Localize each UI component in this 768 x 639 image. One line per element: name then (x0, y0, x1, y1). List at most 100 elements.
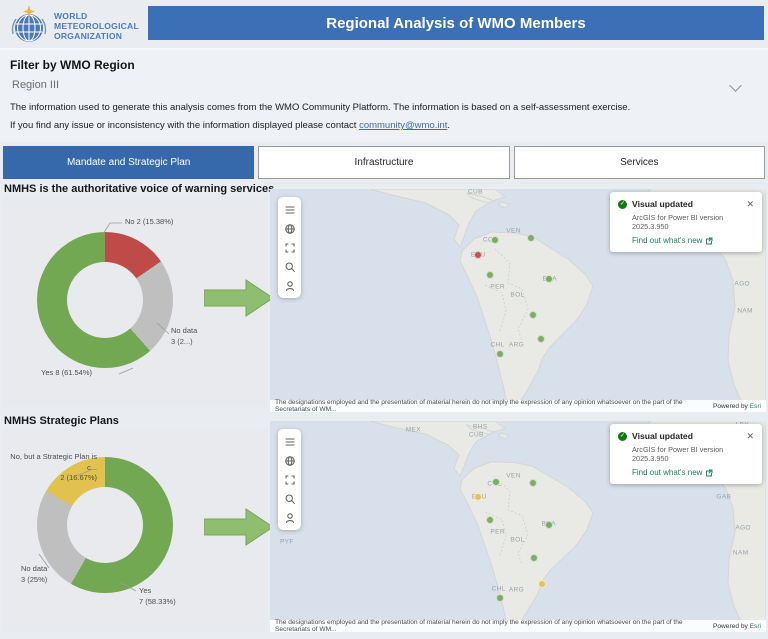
check-circle-icon: ✓ (618, 199, 627, 209)
map-country-label: CUB (468, 431, 484, 439)
toast-title: Visual updated (632, 431, 693, 441)
map-toolbar (278, 197, 301, 298)
visual-updated-toast: ✓ Visual updated ✕ ArcGIS for Power BI v… (610, 192, 762, 252)
section-heading-strategic-plans: NMHS Strategic Plans (4, 415, 119, 427)
map-country-label: BHS (473, 423, 488, 431)
map-country-label: ARG (508, 341, 525, 349)
toast-version-text: ArcGIS for Power BI version 2025.3.950 (632, 445, 724, 463)
map-marker-dot[interactable] (529, 310, 538, 319)
map-marker-dot[interactable] (474, 251, 483, 260)
map-marker-dot[interactable] (474, 492, 483, 501)
map-marker-dot[interactable] (544, 275, 553, 284)
donut-chart-warning-services[interactable] (37, 232, 173, 368)
map-marker-dot[interactable] (486, 271, 495, 280)
external-link-icon (706, 237, 713, 244)
map-visual-warning-services[interactable]: CUBVENCOLECUPERBOLBRACHLARGPYFGABAGONAM … (270, 189, 766, 412)
map-country-label: PER (490, 528, 505, 536)
map-marker-dot[interactable] (538, 580, 547, 589)
search-icon[interactable] (278, 257, 301, 276)
visual-updated-toast: ✓ Visual updated ✕ ArcGIS for Power BI v… (610, 424, 762, 484)
map-country-label: GAB (716, 493, 732, 501)
region-selected-value: Region III (12, 79, 60, 91)
map-country-label: NAM (732, 549, 749, 557)
map-marker-dot[interactable] (495, 594, 504, 603)
map-marker-dot[interactable] (530, 554, 539, 563)
map-country-label: VEN (506, 227, 521, 235)
map-marker-dot[interactable] (529, 478, 538, 487)
filter-panel: Filter by WMO Region Region III The info… (0, 48, 768, 142)
toast-version-text: ArcGIS for Power BI version 2025.3.950 (632, 213, 724, 231)
donut-callout-label: Yes 7 (58.33%) (139, 586, 176, 606)
basemap-globe-icon[interactable] (278, 219, 301, 238)
tab-bar: Mandate and Strategic Plan Infrastructur… (3, 146, 765, 179)
map-country-label: BOL (510, 291, 525, 299)
map-country-label: PER (490, 283, 505, 291)
donut-callout-lines (38, 469, 137, 592)
map-country-label: ARG (508, 586, 525, 594)
map-marker-dot[interactable] (544, 520, 553, 529)
external-link-icon (706, 469, 713, 476)
donut-hole (67, 262, 143, 338)
wmo-logo-text: WORLD METEOROLOGICAL ORGANIZATION (54, 11, 139, 42)
map-disclaimer-text: The designations employed and the presen… (275, 399, 683, 412)
donut-callout-label: No data 3 (25%) (21, 564, 48, 584)
map-visual-strategic-plans[interactable]: MEXBHSCUBVENCOLECUPERBOLBRACHLARGPYFLBYC… (270, 421, 766, 632)
map-country-label: MEX (405, 426, 421, 434)
chevron-down-icon[interactable] (729, 79, 742, 92)
find-out-whats-new-link[interactable]: Find out what's new (632, 236, 754, 245)
donut-callout-lines (102, 222, 170, 375)
map-country-label: AGO (735, 524, 751, 532)
map-country-label: AGO (734, 280, 751, 288)
map-country-label: BOL (510, 536, 525, 544)
basemap-globe-icon[interactable] (278, 451, 301, 470)
donut-callouts: No 2 (15.38%) No data 3 (2...) Yes 8 (61.5… (3, 196, 268, 407)
donut-hole (67, 487, 143, 563)
map-country-label: CUB (467, 189, 483, 196)
region-dropdown[interactable]: Region III (10, 77, 758, 95)
arrow-right-icon (204, 279, 274, 317)
info-text-2: If you find any issue or inconsistency w… (10, 120, 451, 131)
donut-callout-label: No, but a Strategic Plan is c... 2 (16.6… (10, 452, 97, 482)
arrow-right-icon (204, 508, 274, 546)
page-title: Regional Analysis of WMO Members (148, 6, 764, 40)
wmo-logo (11, 5, 47, 42)
esri-link[interactable]: Esri (749, 622, 761, 630)
tab-services[interactable]: Services (513, 146, 765, 179)
map-disclaimer-text: The designations employed and the presen… (275, 619, 683, 632)
check-circle-icon: ✓ (618, 431, 627, 441)
map-marker-dot[interactable] (491, 477, 500, 486)
search-icon[interactable] (278, 489, 301, 508)
person-icon[interactable] (278, 276, 301, 295)
map-marker-dot[interactable] (486, 515, 495, 524)
filter-label: Filter by WMO Region (10, 58, 135, 72)
map-country-label: VEN (506, 472, 521, 480)
donut-chart-strategic-plans[interactable] (37, 457, 173, 593)
extent-icon[interactable] (278, 238, 301, 257)
map-marker-dot[interactable] (537, 334, 546, 343)
extent-icon[interactable] (278, 470, 301, 489)
donut-chart-card-warning-services: No 2 (15.38%) No data 3 (2...) Yes 8 (61.5… (3, 196, 268, 407)
map-marker-dot[interactable] (495, 349, 504, 358)
donut-callout-label: No 2 (15.38%) (125, 217, 174, 226)
map-marker-dot[interactable] (490, 236, 499, 245)
map-country-label: CHL (490, 341, 505, 349)
map-marker-dot[interactable] (527, 234, 536, 243)
contact-email-link[interactable]: community@wmo.int (359, 120, 448, 131)
menu-icon[interactable] (278, 200, 301, 219)
section-heading-warning-services: NMHS is the authoritative voice of warni… (4, 183, 275, 195)
map-attribution-bar: The designations employed and the presen… (270, 619, 766, 632)
donut-callout-label: No data 3 (2...) (171, 326, 198, 346)
esri-link[interactable]: Esri (749, 402, 761, 410)
donut-callout-label: Yes 8 (61.54%) (41, 368, 93, 377)
map-country-label: NAM (737, 307, 753, 315)
info-text-1: The information used to generate this an… (10, 102, 631, 113)
close-icon[interactable]: ✕ (746, 198, 754, 209)
tab-infrastructure[interactable]: Infrastructure (258, 146, 510, 179)
find-out-whats-new-link[interactable]: Find out what's new (632, 468, 754, 477)
close-icon[interactable]: ✕ (746, 430, 754, 441)
person-icon[interactable] (278, 508, 301, 527)
tab-mandate-strategic-plan[interactable]: Mandate and Strategic Plan (3, 146, 255, 179)
map-attribution-bar: The designations employed and the presen… (270, 399, 766, 412)
menu-icon[interactable] (278, 432, 301, 451)
